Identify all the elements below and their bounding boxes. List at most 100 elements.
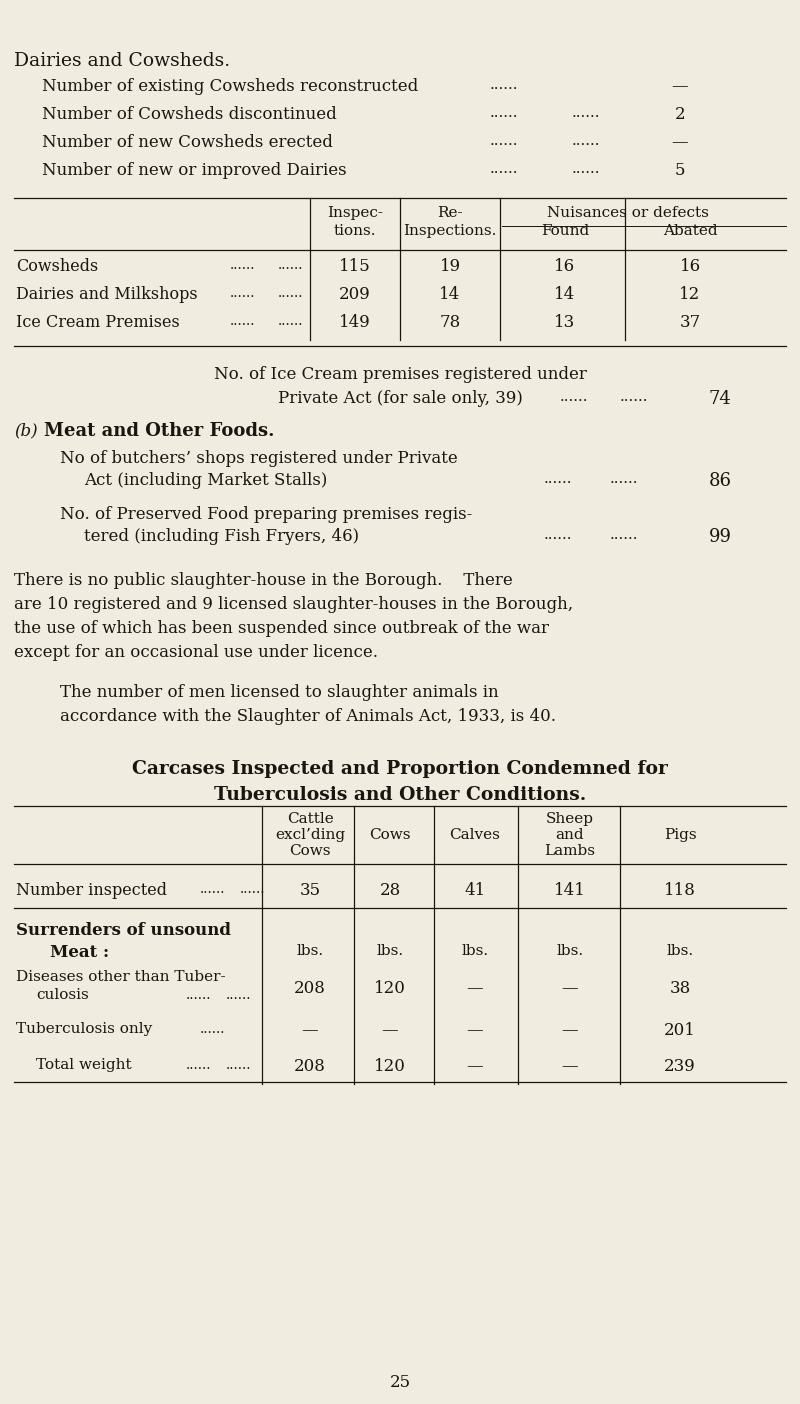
Text: —: — [466,1022,483,1039]
Text: Total weight: Total weight [36,1059,132,1073]
Text: are 10 registered and 9 licensed slaughter-houses in the Borough,: are 10 registered and 9 licensed slaught… [14,597,573,614]
Text: 208: 208 [294,980,326,997]
Text: —: — [466,1059,483,1075]
Text: Dairies and Cowsheds.: Dairies and Cowsheds. [14,52,230,70]
Text: Re-: Re- [437,206,463,220]
Text: ......: ...... [278,314,303,329]
Text: 78: 78 [439,314,461,331]
Text: —: — [302,1022,318,1039]
Text: 25: 25 [390,1375,410,1391]
Text: Ice Cream Premises: Ice Cream Premises [16,314,180,331]
Text: Lambs: Lambs [545,844,595,858]
Text: 201: 201 [664,1022,696,1039]
Text: 16: 16 [679,258,701,275]
Text: —: — [672,79,688,95]
Text: No of butchers’ shops registered under Private: No of butchers’ shops registered under P… [60,451,458,468]
Text: Nuisances or defects: Nuisances or defects [546,206,709,220]
Text: Tuberculosis and Other Conditions.: Tuberculosis and Other Conditions. [214,786,586,804]
Text: ......: ...... [572,133,601,147]
Text: (b): (b) [14,423,38,439]
Text: 209: 209 [339,286,371,303]
Text: Number inspected: Number inspected [16,882,167,899]
Text: accordance with the Slaughter of Animals Act, 1933, is 40.: accordance with the Slaughter of Animals… [60,708,556,724]
Text: 149: 149 [339,314,371,331]
Text: Meat and Other Foods.: Meat and Other Foods. [44,423,274,439]
Text: lbs.: lbs. [297,943,323,958]
Text: except for an occasional use under licence.: except for an occasional use under licen… [14,644,378,661]
Text: ......: ...... [572,161,601,176]
Text: Surrenders of unsound: Surrenders of unsound [16,922,231,939]
Text: 239: 239 [664,1059,696,1075]
Text: ......: ...... [200,882,226,896]
Text: Meat :: Meat : [50,943,109,960]
Text: 5: 5 [674,161,686,178]
Text: Carcases Inspected and Proportion Condemned for: Carcases Inspected and Proportion Condem… [132,760,668,778]
Text: 14: 14 [554,286,576,303]
Text: 41: 41 [464,882,486,899]
Text: ......: ...... [544,472,573,486]
Text: ......: ...... [490,161,518,176]
Text: 86: 86 [709,472,731,490]
Text: Calves: Calves [450,828,501,842]
Text: ......: ...... [278,286,303,300]
Text: —: — [672,133,688,152]
Text: Number of existing Cowsheds reconstructed: Number of existing Cowsheds reconstructe… [42,79,418,95]
Text: lbs.: lbs. [377,943,403,958]
Text: culosis: culosis [36,988,89,1002]
Text: Cows: Cows [290,844,330,858]
Text: —: — [466,980,483,997]
Text: Dairies and Milkshops: Dairies and Milkshops [16,286,198,303]
Text: 38: 38 [670,980,690,997]
Text: Cowsheds: Cowsheds [16,258,98,275]
Text: 141: 141 [554,882,586,899]
Text: excl’ding: excl’ding [275,828,345,842]
Text: 37: 37 [679,314,701,331]
Text: ......: ...... [186,988,211,1002]
Text: —: — [382,1022,398,1039]
Text: Inspec-: Inspec- [327,206,383,220]
Text: 35: 35 [299,882,321,899]
Text: 2: 2 [674,105,686,124]
Text: 14: 14 [439,286,461,303]
Text: 120: 120 [374,980,406,997]
Text: Cows: Cows [370,828,410,842]
Text: tions.: tions. [334,225,376,239]
Text: ......: ...... [490,79,518,93]
Text: ......: ...... [226,988,251,1002]
Text: Found: Found [541,225,589,239]
Text: Number of Cowsheds discontinued: Number of Cowsheds discontinued [42,105,337,124]
Text: Act (including Market Stalls): Act (including Market Stalls) [84,472,327,489]
Text: ......: ...... [572,105,601,119]
Text: 208: 208 [294,1059,326,1075]
Text: lbs.: lbs. [557,943,583,958]
Text: 13: 13 [554,314,576,331]
Text: Inspections.: Inspections. [403,225,497,239]
Text: ......: ...... [186,1059,211,1073]
Text: ......: ...... [490,133,518,147]
Text: ......: ...... [620,390,649,404]
Text: ......: ...... [226,1059,251,1073]
Text: tered (including Fish Fryers, 46): tered (including Fish Fryers, 46) [84,528,359,545]
Text: the use of which has been suspended since outbreak of the war: the use of which has been suspended sinc… [14,621,549,637]
Text: 118: 118 [664,882,696,899]
Text: —: — [562,980,578,997]
Text: ......: ...... [560,390,589,404]
Text: Abated: Abated [662,225,718,239]
Text: 74: 74 [709,390,731,409]
Text: ......: ...... [230,286,255,300]
Text: —: — [562,1022,578,1039]
Text: ......: ...... [278,258,303,272]
Text: ......: ...... [240,882,266,896]
Text: 28: 28 [379,882,401,899]
Text: Pigs: Pigs [664,828,696,842]
Text: Diseases other than Tuber-: Diseases other than Tuber- [16,970,226,984]
Text: Private Act (for sale only, 39): Private Act (for sale only, 39) [278,390,522,407]
Text: lbs.: lbs. [666,943,694,958]
Text: Number of new or improved Dairies: Number of new or improved Dairies [42,161,346,178]
Text: There is no public slaughter-house in the Borough.    There: There is no public slaughter-house in th… [14,571,513,590]
Text: 115: 115 [339,258,371,275]
Text: Sheep: Sheep [546,812,594,826]
Text: Cattle: Cattle [286,812,334,826]
Text: 99: 99 [709,528,731,546]
Text: 120: 120 [374,1059,406,1075]
